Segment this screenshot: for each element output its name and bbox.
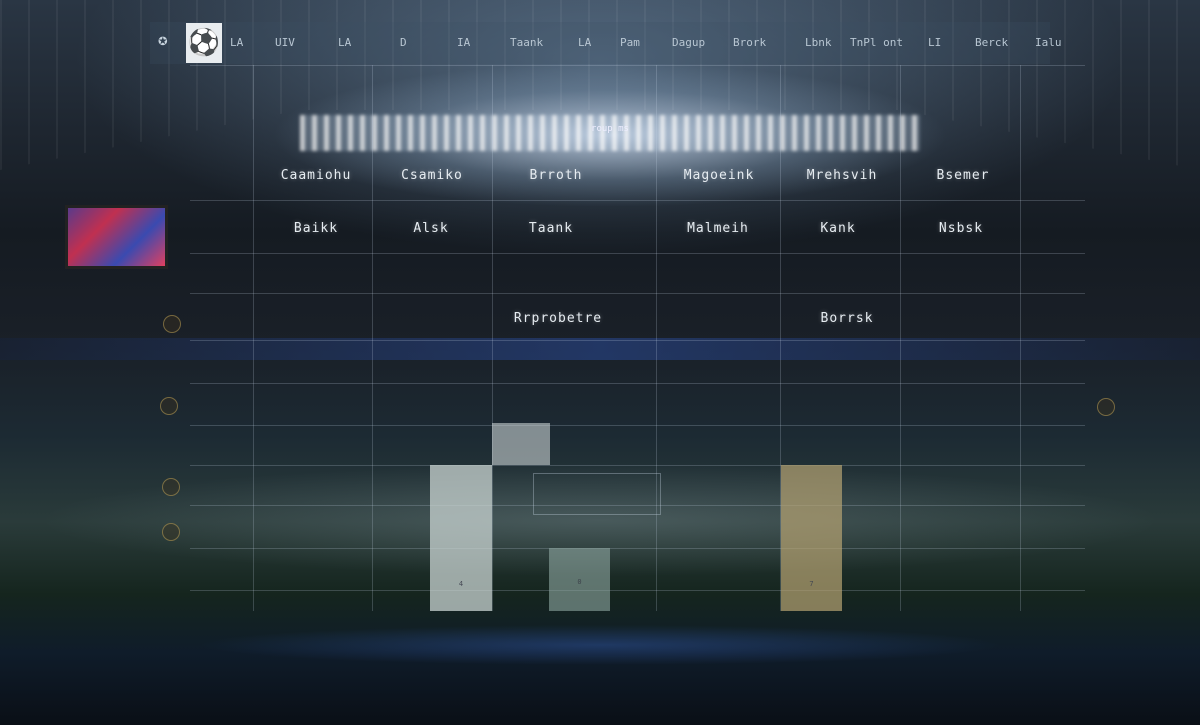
grid-line [190, 253, 1085, 254]
floodlights [300, 115, 920, 151]
grid-cell[interactable]: Borrsk [820, 311, 874, 326]
side-badge-icon [162, 478, 180, 496]
soccer-ball-icon[interactable]: ⚽ [186, 23, 222, 63]
grid-line [190, 200, 1085, 201]
grid-cell[interactable]: Alsk [413, 221, 449, 236]
grid-line [190, 465, 1085, 466]
nav-item[interactable]: LI [928, 36, 942, 49]
bar [492, 423, 550, 465]
grid-cell[interactable]: Taank [528, 221, 574, 236]
grid-cell[interactable]: Brroth [529, 168, 583, 183]
pitch [0, 620, 1200, 670]
nav-item[interactable]: Taank [510, 36, 544, 49]
bar-label: 0 [577, 578, 582, 586]
nav-item[interactable]: LA [230, 36, 244, 49]
grid-line [900, 65, 901, 611]
nav-item[interactable]: LA [338, 36, 352, 49]
banner-subtitle: roup ms [591, 124, 629, 134]
grid-cell[interactable]: Magoeink [683, 168, 755, 183]
grid-line [190, 340, 1085, 341]
grid-line [780, 65, 781, 611]
grid-cell[interactable]: Mrehsvih [806, 168, 878, 183]
star-emblem-icon: ✪ [158, 30, 168, 49]
nav-item[interactable]: D [400, 36, 407, 49]
side-badge-icon [163, 315, 181, 333]
grid-cell[interactable]: Malmeih [687, 221, 749, 236]
grid-line [190, 383, 1085, 384]
nav-item[interactable]: Ialu [1035, 36, 1062, 49]
grid-line [190, 590, 1085, 591]
nav-item[interactable]: IA [457, 36, 471, 49]
side-badge-icon [162, 523, 180, 541]
bar: 0 [549, 548, 610, 611]
grid-cell[interactable]: Nsbsk [938, 221, 984, 236]
bar-label: 4 [458, 580, 464, 588]
grid-line [190, 505, 1085, 506]
nav-item[interactable]: Lbnk [805, 36, 832, 49]
grid-line [656, 65, 657, 611]
grid-line [190, 548, 1085, 549]
side-badge-icon [160, 397, 178, 415]
grid-line [372, 65, 373, 611]
grid-line [190, 425, 1085, 426]
grid-cell[interactable]: Csamiko [401, 168, 463, 183]
stand-banner [0, 338, 1200, 360]
grid-cell[interactable]: Baikk [293, 221, 339, 236]
top-nav [150, 22, 1050, 64]
grid-line [1020, 65, 1021, 611]
bar-label: 7 [809, 580, 814, 588]
grid-cell[interactable]: Caamiohu [280, 168, 352, 183]
grid-cell[interactable]: Kank [820, 221, 856, 236]
video-screen [65, 205, 168, 269]
nav-item[interactable]: TnPl ont [850, 36, 903, 49]
grid-line [492, 65, 493, 611]
grid-cell[interactable]: Rrprobetre [513, 311, 603, 326]
grid-line [253, 65, 254, 611]
nav-item[interactable]: LA [578, 36, 592, 49]
nav-item[interactable]: Berck [975, 36, 1009, 49]
nav-item[interactable]: UIV [275, 36, 295, 49]
grid-cell[interactable]: Bsemer [936, 168, 990, 183]
grid-line [190, 65, 1085, 66]
nav-item[interactable]: Brork [733, 36, 767, 49]
pitch-goal-outline [533, 473, 661, 515]
bar: 4 [430, 465, 492, 611]
bar: 7 [781, 465, 842, 611]
grid-line [190, 293, 1085, 294]
nav-item[interactable]: Dagup [672, 36, 706, 49]
nav-item[interactable]: Pam [620, 36, 640, 49]
side-badge-icon [1097, 398, 1115, 416]
